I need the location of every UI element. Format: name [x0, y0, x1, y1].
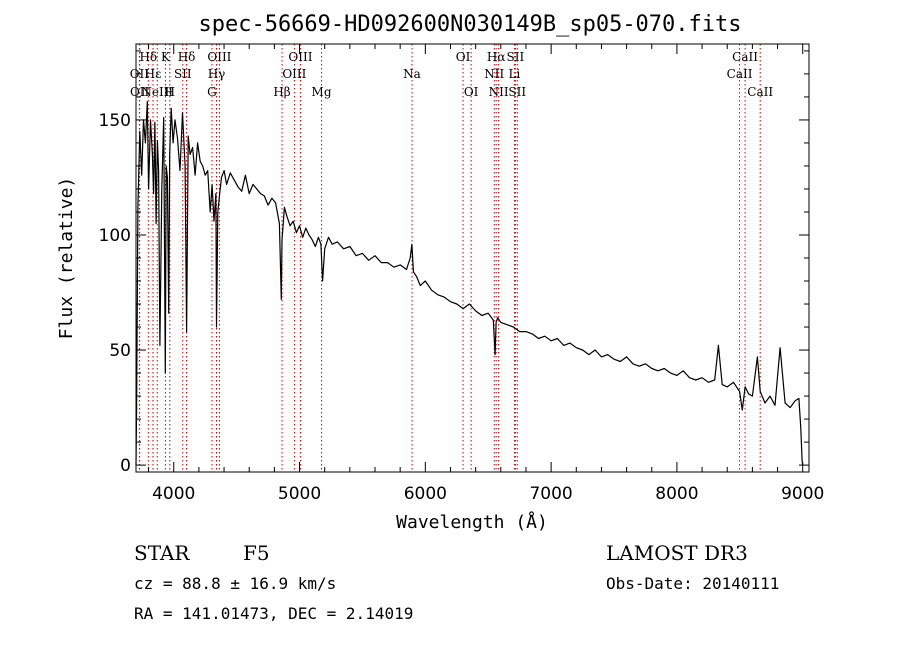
x-tick-label: 9000 [781, 484, 824, 504]
spectral-line-markers [138, 44, 761, 472]
y-tick-label: 100 [99, 226, 131, 246]
spectral-line-label: Hδ [139, 50, 157, 64]
x-tick-label: 7000 [529, 484, 572, 504]
spectral-line-label: SII [174, 67, 192, 81]
survey-name: LAMOST DR3 [606, 541, 748, 565]
y-axis-label: Flux (relative) [56, 177, 77, 340]
y-tick-label: 0 [120, 456, 131, 476]
spectral-line-label: OII [130, 85, 150, 99]
x-axis-label: Wavelength (Å) [396, 511, 548, 533]
coordinates: RA = 141.01473, DEC = 2.14019 [134, 604, 413, 623]
spectral-line-label: Hγ [208, 67, 226, 81]
spectral-line-label: Mg [312, 85, 332, 99]
spectrum-line [135, 100, 804, 466]
spectral-line-label: OIII [288, 50, 312, 64]
spectral-line-label: CaII [747, 85, 773, 99]
spectral-line-label: Hβ [273, 85, 290, 99]
spectral-line-label: G [207, 85, 217, 99]
spectral-line-label: OI [464, 85, 479, 99]
y-tick-label: 50 [109, 341, 131, 361]
spectral-line-label: CaII [727, 67, 753, 81]
x-tick-label: 6000 [404, 484, 447, 504]
spectral-line-label: H [165, 85, 175, 99]
x-tick-label: 4000 [152, 484, 195, 504]
plot-frame [135, 43, 810, 473]
spectral-line-label: SII [507, 50, 525, 64]
spectral-line-label: CaII [732, 50, 758, 64]
spectral-line-label: Hδ [178, 50, 196, 64]
spectral-line-label: K [161, 50, 171, 64]
obs-date: Obs-Date: 20140111 [606, 574, 779, 593]
spectral-line-label: OI [456, 50, 471, 64]
spectral-line-label: OIII [207, 50, 231, 64]
chart-title: spec-56669-HD092600N030149B_sp05-070.fit… [198, 12, 741, 37]
spectral-line-label: SII [508, 85, 526, 99]
spectral-line-label: NII [489, 85, 509, 99]
object-subclass: F5 [243, 541, 270, 565]
spectral-line-label: Hε [145, 67, 162, 81]
spectral-line-label: NeIII [141, 85, 173, 99]
spectral-line-label: Na [403, 67, 421, 81]
spectral-line-label: OIII [282, 67, 306, 81]
spectral-line-label: Hα [487, 50, 506, 64]
redshift-readout: cz = 88.8 ± 16.9 km/s [134, 574, 336, 593]
axis-tick-labels: 4000 5000 6000 7000 8000 9000 0 50 100 150 [99, 111, 825, 504]
x-tick-label: 5000 [278, 484, 321, 504]
spectral-line-label: NII [484, 67, 504, 81]
spectral-line-label: Li [508, 67, 520, 81]
y-tick-label: 150 [99, 111, 131, 131]
axis-ticks [136, 44, 809, 472]
object-class: STAR [134, 541, 190, 565]
x-tick-label: 8000 [655, 484, 698, 504]
spectrum-series [135, 100, 804, 466]
